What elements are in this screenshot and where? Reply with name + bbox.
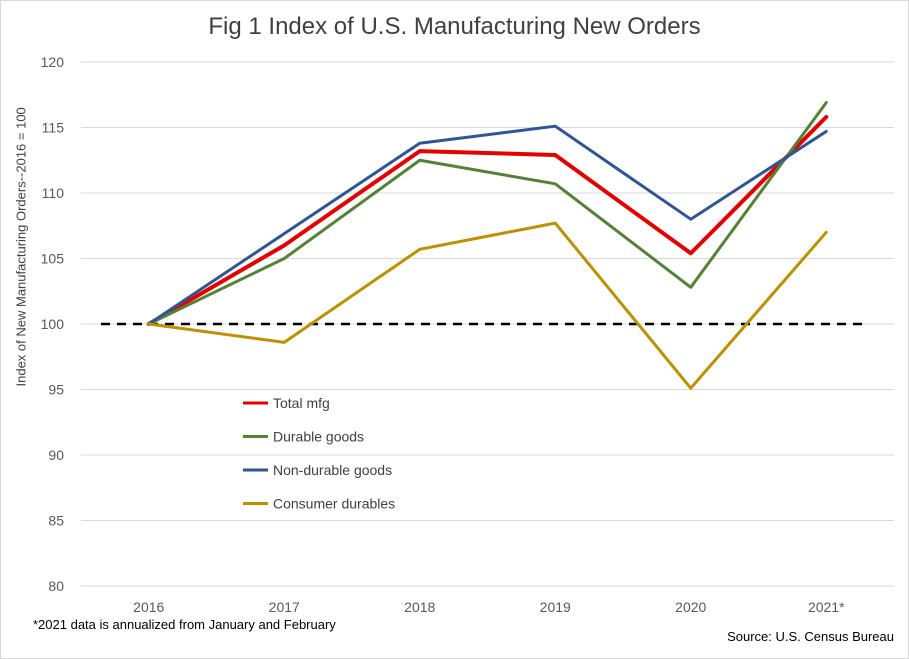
x-tick-label: 2017 — [269, 599, 300, 615]
y-tick-label: 115 — [42, 120, 65, 136]
y-tick-label: 105 — [41, 251, 65, 267]
y-tick-label: 100 — [41, 316, 65, 332]
y-tick-label: 120 — [41, 54, 65, 70]
x-tick-label: 2021* — [808, 599, 845, 615]
series-line-total-mfg — [146, 115, 829, 326]
series-line-durable-goods — [147, 101, 828, 326]
y-tick-label: 80 — [48, 578, 64, 594]
x-tick-label: 2019 — [540, 599, 571, 615]
series-line-non-durable-goods — [147, 124, 828, 326]
x-tick-label: 2016 — [133, 599, 164, 615]
y-tick-labels: 80 85 90 95 100 105 110 115 120 — [41, 54, 65, 594]
footnote: *2021 data is annualized from January an… — [33, 617, 336, 632]
chart-title: Fig 1 Index of U.S. Manufacturing New Or… — [208, 13, 701, 40]
series-line-consumer-durables — [147, 221, 828, 390]
legend-label: Consumer durables — [273, 496, 395, 512]
y-tick-label: 85 — [48, 513, 64, 529]
legend: Total mfg Durable goods Non-durable goods C… — [243, 395, 395, 512]
y-tick-label: 95 — [48, 382, 64, 398]
x-tick-label: 2020 — [675, 599, 706, 615]
legend-label: Total mfg — [273, 395, 330, 411]
source-note: Source: U.S. Census Bureau — [727, 629, 894, 644]
legend-label: Non-durable goods — [273, 462, 392, 478]
y-tick-label: 110 — [42, 185, 65, 201]
x-tick-labels: 2016 2017 2018 2019 2020 2021* — [133, 599, 845, 615]
legend-label: Durable goods — [273, 429, 364, 445]
x-tick-label: 2018 — [404, 599, 435, 615]
series-lines — [146, 101, 829, 390]
y-tick-label: 90 — [48, 447, 64, 463]
